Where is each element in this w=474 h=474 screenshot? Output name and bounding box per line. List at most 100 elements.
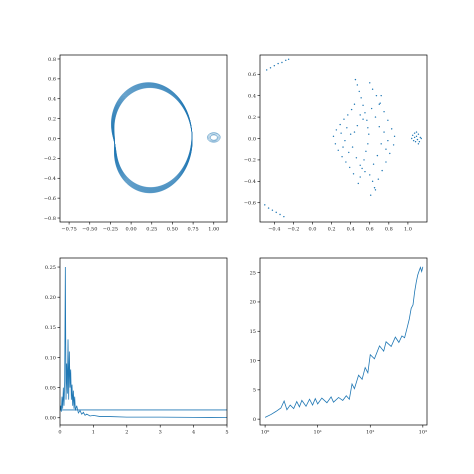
- x-tick-label: 0.6: [366, 227, 374, 233]
- scatter-point: [385, 148, 387, 150]
- y-tick-label: 0.0: [48, 136, 56, 142]
- x-tick-label: 0.75: [188, 227, 199, 233]
- y-tick-label: 0.2: [248, 115, 256, 121]
- scatter-point: [287, 58, 290, 60]
- y-tick-label: 20: [250, 300, 256, 306]
- scatter-point: [369, 82, 371, 84]
- scatter-point: [359, 164, 361, 166]
- x-tick-label: 10¹: [313, 430, 321, 436]
- x-tick-label: −0.50: [82, 227, 97, 233]
- scatter-point: [390, 128, 393, 130]
- scatter-point: [363, 159, 365, 161]
- scatter-point: [361, 167, 363, 170]
- scatter-point: [362, 104, 364, 107]
- scatter-point: [411, 137, 413, 140]
- scatter-point: [354, 78, 357, 81]
- scatter-point: [349, 166, 351, 169]
- x-tick-label: 1.0: [404, 227, 412, 233]
- x-tick-label: −0.4: [268, 227, 280, 233]
- line-series-0: [60, 267, 227, 418]
- x-tick-label: 0.00: [126, 227, 137, 233]
- scatter-point: [353, 131, 356, 133]
- scatter-point: [380, 143, 382, 145]
- scatter-point: [357, 182, 359, 185]
- scatter-point: [377, 178, 380, 180]
- scatter-point: [279, 213, 281, 216]
- scatter-point: [367, 127, 369, 129]
- x-tick-label: 0.2: [328, 227, 336, 233]
- scatter-point: [358, 90, 360, 93]
- scatter-point: [372, 163, 375, 165]
- y-tick-label: 5: [253, 388, 256, 394]
- plot-frame: [259, 257, 428, 426]
- scatter-point: [381, 169, 383, 172]
- scatter-point: [417, 133, 420, 135]
- x-tick-label: 10⁰: [261, 430, 269, 436]
- scatter-point: [343, 118, 345, 120]
- scatter-point: [267, 207, 270, 209]
- x-tick-label: 1: [92, 430, 95, 436]
- scatter-point: [385, 161, 387, 163]
- scatter-point: [413, 136, 416, 139]
- y-tick-label: 0.20: [45, 295, 56, 301]
- scatter-point: [344, 139, 346, 142]
- y-tick-label: 0.2: [48, 116, 56, 122]
- scatter-point: [375, 94, 378, 97]
- scatter-point: [417, 143, 420, 145]
- y-tick-label: 0.0: [248, 136, 256, 142]
- scatter-point: [346, 127, 348, 129]
- scatter-point: [389, 152, 391, 155]
- subplot-orbit: −0.75 −0.50 −0.25 0.00 0.25 0.50 0.75 1.00 −0.8 −…: [44, 54, 228, 233]
- scatter-point: [277, 62, 279, 65]
- scatter-point: [283, 215, 285, 218]
- scatter-point: [271, 209, 274, 211]
- scatter-point: [362, 118, 364, 120]
- y-tick-label: 0.15: [45, 325, 56, 331]
- orbit-series-1: [207, 132, 221, 143]
- x-tick-label: −0.2: [287, 227, 299, 233]
- scatter-point: [413, 132, 416, 134]
- scatter-point: [371, 180, 374, 183]
- y-tick-label: −0.2: [244, 158, 256, 164]
- x-tick-label: 0.8: [385, 227, 393, 233]
- scatter-point: [374, 116, 377, 118]
- scatter-point: [340, 132, 342, 134]
- scatter-point: [347, 114, 349, 116]
- scatter-point: [379, 102, 381, 104]
- scatter-point: [371, 88, 374, 90]
- y-tick-label: 0.6: [248, 72, 256, 78]
- scatter-point: [275, 211, 277, 214]
- x-tick-label: 5: [225, 430, 228, 436]
- subplot-spectrum-linear: 0 1 2 3 4 5 0.00 0.05 0.10 0.15 0.20 0.25: [45, 257, 229, 436]
- scatter-point: [380, 94, 382, 97]
- y-tick-label: −0.8: [44, 216, 56, 222]
- scatter-point: [273, 65, 276, 67]
- scatter-point: [369, 174, 371, 176]
- scatter-point: [387, 139, 389, 142]
- scatter-point: [350, 108, 353, 111]
- y-tick-label: −0.2: [44, 156, 56, 162]
- y-tick-label: 0: [253, 417, 256, 423]
- scatter-point: [376, 154, 379, 157]
- scatter-point: [356, 84, 359, 86]
- scatter-point: [393, 135, 396, 138]
- scatter-point: [281, 61, 283, 64]
- scatter-point: [339, 123, 341, 126]
- scatter-point: [341, 155, 343, 158]
- y-tick-label: 0.4: [48, 97, 56, 103]
- scatter-point: [367, 143, 369, 145]
- scatter-point: [365, 150, 367, 153]
- scatter-point: [332, 135, 335, 138]
- scatter-point: [359, 114, 361, 116]
- x-tick-label: 0: [58, 430, 61, 436]
- y-tick-label: 15: [250, 329, 256, 335]
- x-tick-label: 0.0: [309, 227, 317, 233]
- x-tick-label: −0.25: [103, 227, 118, 233]
- scatter-point: [415, 135, 418, 138]
- y-tick-label: 0.00: [45, 416, 56, 422]
- y-tick-label: −0.4: [44, 176, 56, 182]
- x-tick-label: 10²: [366, 430, 374, 436]
- scatter-point: [370, 107, 373, 110]
- plot-frame: [59, 54, 228, 223]
